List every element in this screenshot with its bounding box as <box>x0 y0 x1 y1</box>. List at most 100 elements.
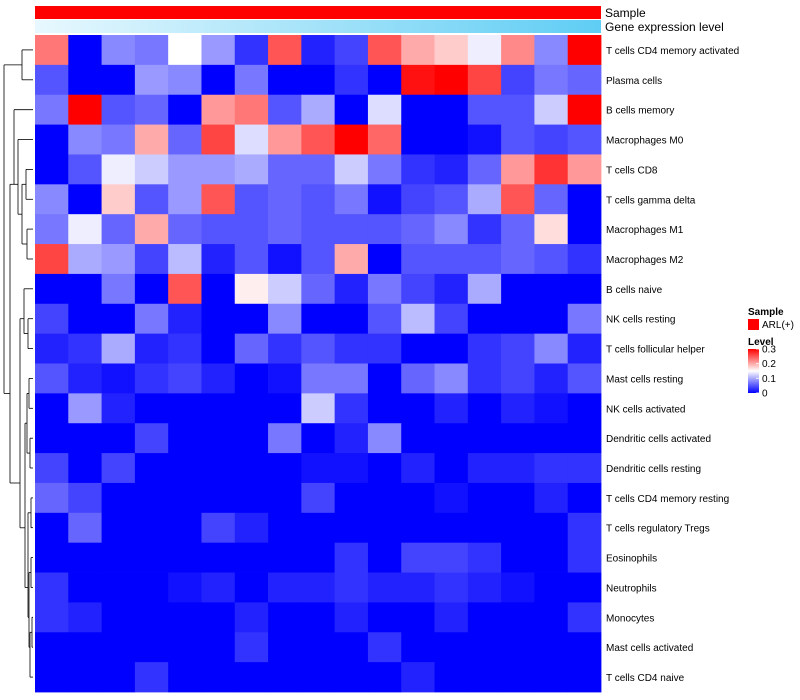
heatmap-cell <box>534 273 569 305</box>
heatmap-cell <box>301 542 336 573</box>
heatmap-cell <box>567 94 602 125</box>
row-label: NK cells resting <box>606 315 675 326</box>
heatmap-cell <box>234 214 269 245</box>
heatmap-cell <box>301 393 336 424</box>
heatmap-cell <box>201 333 236 364</box>
heatmap-cell <box>101 214 136 245</box>
heatmap-cell <box>567 482 602 514</box>
heatmap-cell <box>567 303 602 335</box>
heatmap-cell <box>301 214 336 245</box>
heatmap-cell <box>101 632 136 663</box>
heatmap-cell <box>401 94 435 125</box>
heatmap-cell <box>367 64 402 96</box>
heatmap-cell <box>168 512 202 544</box>
heatmap-cell <box>567 393 602 424</box>
heatmap-cell <box>134 214 169 245</box>
row-label: T cells follicular helper <box>606 345 705 356</box>
heatmap-cell <box>35 602 69 633</box>
heatmap-cell <box>434 602 469 633</box>
heatmap-cell <box>35 482 69 514</box>
heatmap-cell <box>134 423 169 454</box>
heatmap-cell <box>501 124 535 155</box>
heatmap-cell <box>35 184 69 215</box>
heatmap-cell <box>234 94 269 125</box>
heatmap-cell <box>68 184 102 215</box>
heatmap-cell <box>567 662 602 693</box>
heatmap-cell <box>234 154 269 185</box>
heatmap-cell <box>168 35 202 66</box>
heatmap-cell <box>35 453 69 484</box>
heatmap-cell <box>201 632 236 663</box>
heatmap-cell <box>201 512 236 544</box>
heatmap-cell <box>301 572 336 603</box>
heatmap-cell <box>567 154 602 185</box>
heatmap-cell <box>401 482 435 514</box>
heatmap-cell <box>434 632 469 663</box>
heatmap-cell <box>367 244 402 275</box>
heatmap-cell <box>201 94 236 125</box>
heatmap-cell <box>101 482 136 514</box>
heatmap-cell <box>367 602 402 633</box>
heatmap-cell <box>201 124 236 155</box>
heatmap-cell <box>68 94 102 125</box>
heatmap-cell <box>168 572 202 603</box>
row-label: T cells CD4 naive <box>606 673 685 684</box>
heatmap-cell <box>534 662 569 693</box>
heatmap-cell <box>501 154 535 185</box>
heatmap-cell <box>301 662 336 693</box>
heatmap-cell <box>534 542 569 573</box>
heatmap-cell <box>68 632 102 663</box>
heatmap-cell <box>467 333 502 364</box>
heatmap-cell <box>467 244 502 275</box>
heatmap-cell <box>68 482 102 514</box>
heatmap-cell <box>401 423 435 454</box>
heatmap-cell <box>367 303 402 335</box>
heatmap-cell <box>367 632 402 663</box>
heatmap-cells <box>35 35 602 693</box>
heatmap-cell <box>201 273 236 305</box>
heatmap-cell <box>567 273 602 305</box>
heatmap-cell <box>301 154 336 185</box>
heatmap-cell <box>168 602 202 633</box>
heatmap-cell <box>168 542 202 573</box>
heatmap-cell <box>35 512 69 544</box>
heatmap-cell <box>334 423 369 454</box>
heatmap-cell <box>134 35 169 66</box>
heatmap-cell <box>467 94 502 125</box>
heatmap-cell <box>101 184 136 215</box>
heatmap-cell <box>68 35 102 66</box>
heatmap-cell <box>401 333 435 364</box>
heatmap-cell <box>301 632 336 663</box>
heatmap-cell <box>201 453 236 484</box>
heatmap-cell <box>434 64 469 96</box>
heatmap-cell <box>434 542 469 573</box>
heatmap-cell <box>301 94 336 125</box>
heatmap-cell <box>234 512 269 544</box>
heatmap-cell <box>35 124 69 155</box>
heatmap-cell <box>234 303 269 335</box>
heatmap-cell <box>567 512 602 544</box>
heatmap-cell <box>301 35 336 66</box>
heatmap-cell <box>501 303 535 335</box>
heatmap-cell <box>501 273 535 305</box>
row-label: Macrophages M1 <box>606 225 684 236</box>
heatmap-cell <box>301 602 336 633</box>
heatmap-cell <box>534 632 569 663</box>
expression-annotation-bar <box>35 20 601 33</box>
heatmap-cell <box>268 124 302 155</box>
heatmap-cell <box>134 244 169 275</box>
heatmap-cell <box>134 273 169 305</box>
row-label: Eosinophils <box>606 554 657 565</box>
heatmap-cell <box>201 423 236 454</box>
heatmap-cell <box>301 333 336 364</box>
heatmap-cell <box>467 632 502 663</box>
heatmap-cell <box>501 572 535 603</box>
heatmap-cell <box>68 154 102 185</box>
heatmap-cell <box>334 542 369 573</box>
heatmap-cell <box>334 124 369 155</box>
heatmap-cell <box>101 662 136 693</box>
heatmap-cell <box>434 303 469 335</box>
heatmap-cell <box>367 393 402 424</box>
heatmap-cell <box>367 184 402 215</box>
